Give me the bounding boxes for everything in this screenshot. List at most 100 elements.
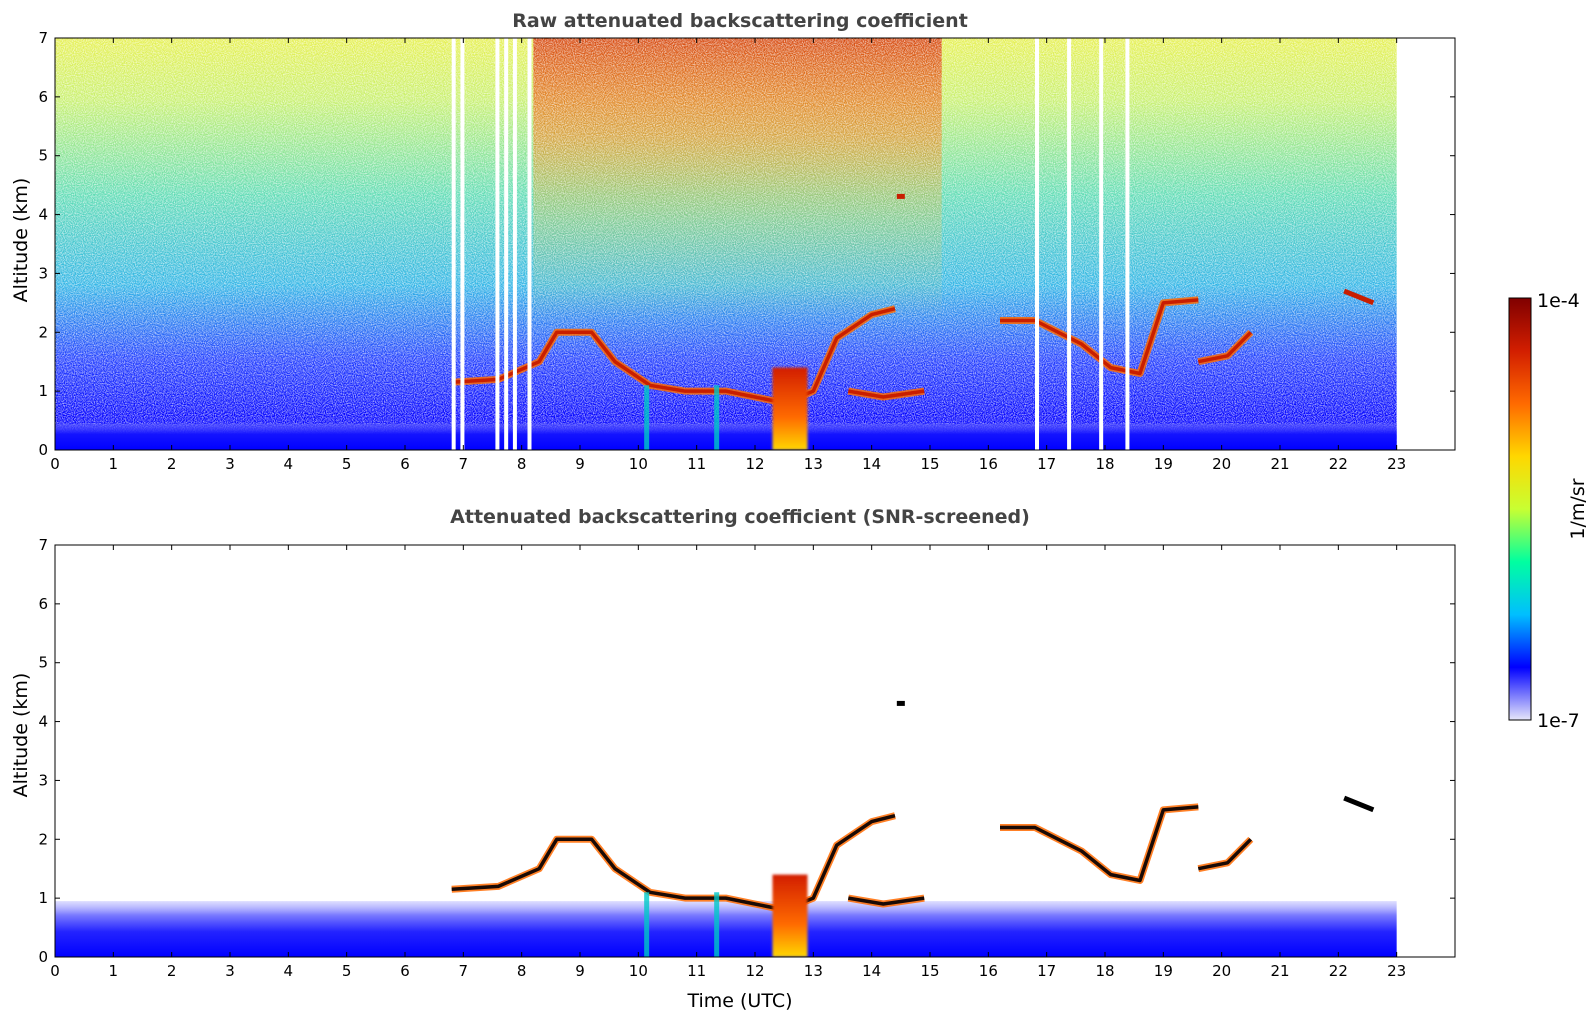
x-tick-label: 1: [109, 455, 119, 473]
data-gap: [451, 38, 456, 450]
panel1-y-axis: 0 1 2 3 4 5 6 7: [38, 29, 1455, 459]
y-tick-label: 0: [38, 948, 48, 966]
colorbar: 1e-4 1e-7 1/m/sr: [1508, 290, 1589, 732]
x-tick-label: 17: [1037, 962, 1056, 980]
x-tick-label: 6: [400, 962, 410, 980]
x-tick-label: 7: [459, 962, 469, 980]
cloud-layer: [1197, 838, 1253, 871]
precipitation-column: [772, 874, 808, 957]
x-tick-label: 5: [342, 455, 352, 473]
colorbar-unit-label: 1/m/sr: [1567, 478, 1589, 539]
boundary-layer: [55, 423, 1397, 450]
cloud-layer: [1197, 331, 1253, 364]
x-tick-label: 6: [400, 455, 410, 473]
isolated-cloud: [896, 193, 905, 199]
x-tick-label: 22: [1329, 455, 1348, 473]
y-tick-label: 6: [38, 88, 48, 106]
x-tick-label: 16: [979, 455, 998, 473]
y-tick-label: 6: [38, 595, 48, 613]
data-gap: [1125, 38, 1130, 450]
x-tick-label: 11: [687, 455, 706, 473]
cloud-layer: [451, 307, 896, 405]
data-gap: [1067, 38, 1072, 450]
cloud-layer: [1000, 805, 1199, 883]
x-tick-label: 11: [687, 962, 706, 980]
raw-backscatter-heatmap: [55, 38, 1397, 450]
rain-streak: [644, 892, 650, 957]
colorbar-min-label: 1e-7: [1537, 710, 1580, 732]
x-tick-label: 21: [1270, 962, 1289, 980]
x-tick-label: 23: [1387, 455, 1406, 473]
cloud-layer: [848, 896, 925, 906]
colorbar-max-label: 1e-4: [1537, 290, 1580, 312]
panel1-y-label: Altitude (km): [10, 178, 32, 303]
data-gap: [512, 38, 517, 450]
isolated-cloud: [896, 700, 905, 706]
y-tick-label: 7: [38, 536, 48, 554]
data-gap: [495, 38, 500, 450]
y-tick-label: 4: [38, 713, 48, 731]
x-tick-label: 20: [1212, 962, 1231, 980]
x-tick-label: 17: [1037, 455, 1056, 473]
x-tick-label: 9: [575, 962, 585, 980]
cloud-layer-halo: [1000, 803, 1199, 884]
panel2-title: Attenuated backscattering coefficient (S…: [450, 506, 1030, 528]
panel2-y-axis: 0 1 2 3 4 5 6 7: [38, 536, 1455, 966]
x-tick-label: 9: [575, 455, 585, 473]
x-tick-label: 13: [804, 962, 823, 980]
y-tick-label: 7: [38, 29, 48, 47]
panel1-title: Raw attenuated backscattering coefficien…: [512, 10, 968, 32]
cloud-layer: [451, 814, 896, 912]
x-tick-label: 2: [167, 455, 177, 473]
x-tick-label: 20: [1212, 455, 1231, 473]
precipitation-column: [772, 367, 808, 450]
rain-streak: [714, 385, 720, 450]
x-tick-label: 12: [745, 962, 764, 980]
x-tick-label: 8: [517, 455, 527, 473]
panel2-x-axis: 0 1 2 3 4 5 6 7 8 9 10 11 12 13 14 15 16 17 18 19 20 21 22 23: [50, 545, 1406, 980]
x-tick-label: 2: [167, 962, 177, 980]
y-tick-label: 5: [38, 654, 48, 672]
late-cloud: [1343, 795, 1375, 813]
rain-streak: [644, 385, 650, 450]
x-tick-label: 0: [50, 962, 60, 980]
x-tick-label: 8: [517, 962, 527, 980]
x-tick-label: 19: [1154, 455, 1173, 473]
x-tick-label: 7: [459, 455, 469, 473]
panel1-x-axis: 0 1 2 3 4 5 6 7 8 9 10 11 12 13 14 15 16 17 18 19 20 21 22 23: [50, 38, 1406, 473]
x-tick-label: 14: [862, 962, 881, 980]
data-gap: [527, 38, 532, 450]
x-tick-label: 10: [629, 962, 648, 980]
x-tick-label: 15: [920, 962, 939, 980]
screened-backscatter-heatmap: [55, 700, 1397, 957]
x-tick-label: 14: [862, 455, 881, 473]
y-tick-label: 2: [38, 830, 48, 848]
colorbar-gradient: [1508, 297, 1532, 721]
x-tick-label: 3: [225, 962, 235, 980]
x-tick-label: 0: [50, 455, 60, 473]
rain-streak: [714, 892, 720, 957]
x-tick-label: 18: [1095, 455, 1114, 473]
x-tick-label: 19: [1154, 962, 1173, 980]
y-tick-label: 5: [38, 147, 48, 165]
x-tick-label: 3: [225, 455, 235, 473]
x-tick-label: 16: [979, 962, 998, 980]
late-cloud: [1343, 288, 1375, 306]
cloud-layer: [848, 389, 925, 399]
data-gap: [1099, 38, 1104, 450]
y-tick-label: 0: [38, 441, 48, 459]
panel2-x-label: Time (UTC): [686, 990, 792, 1012]
x-tick-label: 5: [342, 962, 352, 980]
boundary-layer: [55, 901, 1397, 957]
x-tick-label: 15: [920, 455, 939, 473]
x-tick-label: 21: [1270, 455, 1289, 473]
y-tick-label: 3: [38, 264, 48, 282]
y-tick-label: 3: [38, 771, 48, 789]
y-tick-label: 1: [38, 382, 48, 400]
panel2-y-label: Altitude (km): [10, 673, 32, 798]
x-tick-label: 12: [745, 455, 764, 473]
data-gap: [504, 38, 509, 450]
x-tick-label: 22: [1329, 962, 1348, 980]
x-tick-label: 1: [109, 962, 119, 980]
